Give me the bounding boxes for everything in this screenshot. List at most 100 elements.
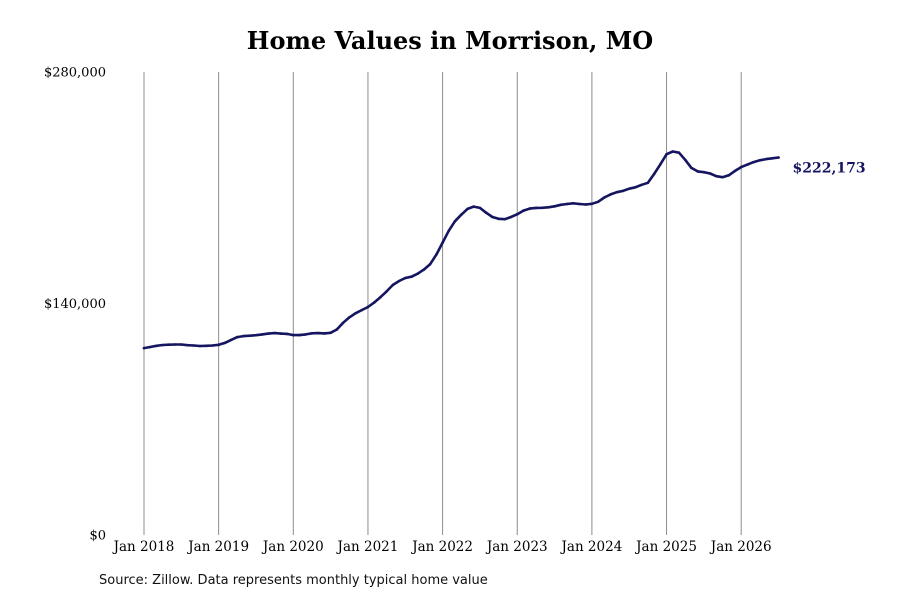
data-point (211, 344, 214, 347)
data-point (534, 206, 538, 210)
data-point (161, 343, 164, 347)
data-point (758, 159, 762, 162)
data-point (217, 343, 220, 347)
data-point (385, 290, 388, 293)
data-point (148, 345, 152, 349)
data-point (478, 206, 482, 210)
data-point (410, 275, 413, 279)
data-point (571, 201, 575, 205)
data-point (198, 344, 202, 348)
data-point (360, 308, 364, 312)
data-point (192, 344, 196, 347)
data-point (447, 229, 451, 233)
data-point (416, 272, 420, 276)
y-tick-label: $280,000 (44, 66, 106, 81)
series-layer: $222,173 (142, 150, 866, 350)
data-point (609, 193, 612, 196)
end-value-label: $222,173 (793, 161, 866, 177)
data-point (472, 205, 476, 208)
data-point (596, 200, 600, 204)
x-tick-label: Jan 2022 (410, 539, 473, 555)
data-point (553, 204, 556, 208)
data-point (677, 151, 681, 154)
data-point (155, 344, 158, 348)
data-point (459, 213, 463, 217)
data-point (690, 166, 693, 170)
data-point (565, 202, 569, 206)
x-axis: Jan 2018 Jan 2019 Jan 2020 Jan 2021 Jan 2022… (112, 539, 772, 555)
data-point (341, 321, 345, 325)
y-tick-label: $140,000 (44, 297, 106, 312)
data-point (242, 334, 245, 338)
x-tick-label: Jan 2024 (559, 539, 622, 555)
data-point (285, 332, 289, 336)
data-point (528, 207, 531, 210)
chart-title: Home Values in Morrison, MO (246, 26, 654, 55)
x-tick-label: Jan 2018 (112, 539, 175, 555)
x-tick-label: Jan 2020 (261, 539, 324, 555)
data-point (453, 219, 457, 223)
data-point (142, 346, 146, 350)
data-point (715, 174, 718, 178)
data-point (403, 276, 407, 280)
data-point (435, 253, 438, 256)
data-point (708, 172, 712, 175)
data-point (665, 152, 668, 156)
data-point (640, 183, 643, 187)
data-point (764, 157, 768, 161)
data-point (590, 202, 594, 206)
x-tick-label: Jan 2023 (485, 539, 548, 555)
data-point (497, 217, 500, 221)
data-point (547, 205, 550, 209)
data-point (229, 338, 233, 342)
x-tick-label: Jan 2021 (336, 539, 399, 555)
data-point (634, 185, 637, 189)
data-point (733, 169, 737, 173)
data-point (366, 305, 370, 309)
data-point (584, 203, 587, 206)
data-point (391, 283, 395, 287)
data-point (621, 189, 625, 193)
data-point (329, 331, 332, 335)
data-point (335, 328, 339, 331)
data-point (491, 215, 494, 219)
data-point (671, 150, 675, 153)
data-point (292, 333, 295, 337)
x-tick-label: Jan 2019 (186, 539, 249, 555)
data-point (347, 316, 351, 319)
data-point (372, 301, 376, 304)
data-point (223, 341, 227, 345)
data-point (186, 343, 189, 347)
data-point (509, 215, 513, 219)
data-point (578, 202, 581, 206)
data-point (180, 343, 183, 346)
y-axis: $0 $140,000 $280,000 (44, 66, 106, 544)
data-point (279, 332, 283, 335)
source-note: Source: Zillow. Data represents monthly … (99, 573, 488, 588)
data-point (304, 333, 308, 336)
vertical-gridlines (143, 72, 742, 535)
data-point (173, 343, 177, 346)
data-point (739, 165, 743, 169)
data-point (316, 331, 320, 335)
data-point (515, 212, 519, 216)
data-point (466, 207, 469, 211)
data-point (771, 157, 774, 160)
data-point (646, 181, 650, 185)
data-point (627, 187, 631, 191)
data-point (422, 268, 426, 271)
data-point (559, 203, 563, 207)
data-point (752, 160, 755, 164)
series-line (142, 150, 780, 350)
data-point (683, 158, 687, 162)
data-point (428, 262, 432, 266)
data-point (522, 209, 525, 212)
data-point (298, 333, 301, 337)
data-point (354, 311, 357, 315)
data-point (441, 241, 444, 244)
data-point (603, 196, 606, 199)
data-point (379, 295, 382, 299)
x-tick-label: Jan 2025 (634, 539, 697, 555)
data-point (248, 334, 252, 338)
